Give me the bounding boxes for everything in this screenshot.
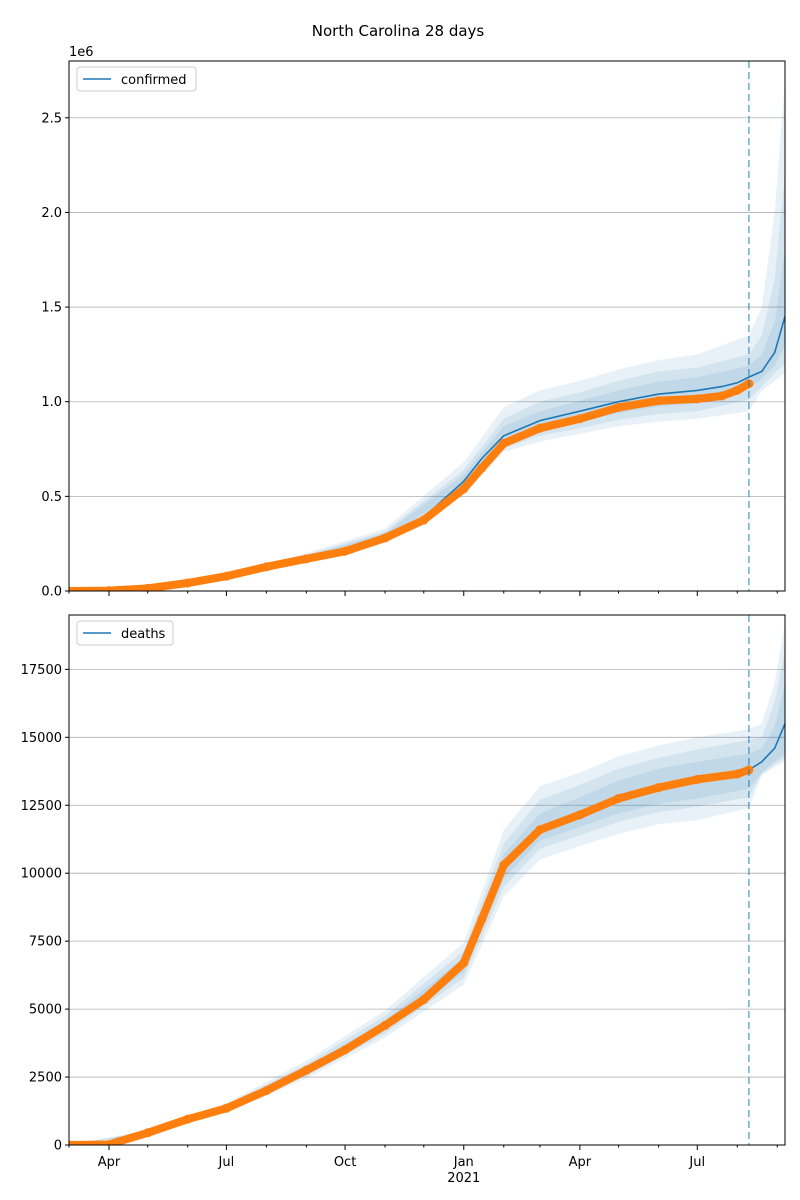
x-year-label: 2021 — [447, 1171, 480, 1186]
legend: deaths — [76, 620, 174, 646]
inner-uncertainty-band — [69, 250, 785, 591]
observed-point — [459, 484, 469, 494]
observed-point — [143, 1128, 153, 1138]
observed-point — [654, 783, 664, 793]
mid-uncertainty-band — [69, 650, 785, 1145]
observed-line — [69, 765, 753, 1145]
observed-point — [499, 860, 509, 870]
confirmed-panel: 0.0 0.5 1.0 1.5 2.0 2.5 1e6 confirmed — [41, 45, 786, 600]
y-offset-label: 1e6 — [69, 45, 94, 60]
observed-point — [301, 1065, 311, 1075]
inner-uncertainty-band — [69, 682, 785, 1145]
y-tick-label: 0.5 — [41, 490, 62, 505]
observed-point — [104, 586, 114, 591]
observed-point — [104, 1139, 114, 1145]
observed-point — [614, 793, 624, 803]
observed-point — [692, 394, 702, 404]
deaths-panel: 0 2500 5000 7500 10000 12500 15000 17500 Apr Jul O… — [21, 614, 786, 1186]
axes-frame — [68, 614, 786, 1146]
y-tick-label: 2500 — [29, 1071, 62, 1086]
legend: confirmed — [76, 66, 197, 92]
observed-point — [143, 583, 153, 591]
y-tick-label: 2.0 — [41, 206, 62, 221]
observed-point — [535, 825, 545, 835]
axes-frame — [68, 60, 786, 592]
plot-area — [69, 623, 785, 1145]
observed-point — [692, 774, 702, 784]
y-tick-label: 5000 — [29, 1003, 62, 1018]
observed-point — [477, 914, 487, 924]
observed-point — [261, 562, 271, 572]
observed-point — [69, 1140, 74, 1145]
observed-point — [732, 769, 742, 779]
observed-point — [499, 438, 509, 448]
observed-point — [575, 810, 585, 820]
observed-point — [732, 385, 742, 395]
observed-point — [535, 423, 545, 433]
observed-point — [183, 1114, 193, 1124]
observed-point — [575, 414, 585, 424]
y-tick-label: 15000 — [21, 731, 62, 746]
observed-point — [301, 554, 311, 564]
legend-label: deaths — [121, 627, 166, 642]
y-tick-label: 7500 — [29, 935, 62, 950]
observed-point — [419, 515, 429, 525]
observed-point — [221, 1103, 231, 1113]
x-tick-label: Oct — [334, 1155, 356, 1170]
observed-point — [654, 396, 664, 406]
observed-point — [717, 391, 727, 401]
legend-box — [76, 66, 197, 92]
observed-point — [69, 586, 74, 591]
observed-point — [221, 571, 231, 581]
legend-box — [76, 620, 174, 646]
x-tick-label: Apr — [98, 1155, 121, 1170]
outer-uncertainty-band — [69, 623, 785, 1145]
x-tick-label: Jul — [218, 1155, 235, 1170]
mid-uncertainty-band — [69, 174, 785, 591]
y-tick-label: 1.5 — [41, 301, 62, 316]
observed-point — [477, 463, 487, 473]
observed-point — [340, 1045, 350, 1055]
observed-point — [459, 958, 469, 968]
y-tick-label: 12500 — [21, 799, 62, 814]
legend-label: confirmed — [121, 73, 187, 88]
y-tick-label: 10000 — [21, 867, 62, 882]
y-tick-label: 0.0 — [41, 585, 62, 600]
observed-point — [614, 402, 624, 412]
observed-point — [183, 578, 193, 588]
plot-area — [69, 79, 785, 591]
observed-point — [380, 533, 390, 543]
y-tick-label: 1.0 — [41, 395, 62, 410]
observed-point — [419, 995, 429, 1005]
y-tick-label: 2.5 — [41, 111, 62, 126]
x-tick-label: Apr — [569, 1155, 592, 1170]
figure-title: North Carolina 28 days — [312, 22, 485, 40]
x-tick-label: Jan — [453, 1155, 474, 1170]
y-tick-label: 17500 — [21, 663, 62, 678]
observed-point — [261, 1086, 271, 1096]
x-tick-label: Jul — [688, 1155, 705, 1170]
observed-point — [340, 546, 350, 556]
observed-point — [380, 1020, 390, 1030]
y-tick-label: 0 — [54, 1139, 62, 1154]
